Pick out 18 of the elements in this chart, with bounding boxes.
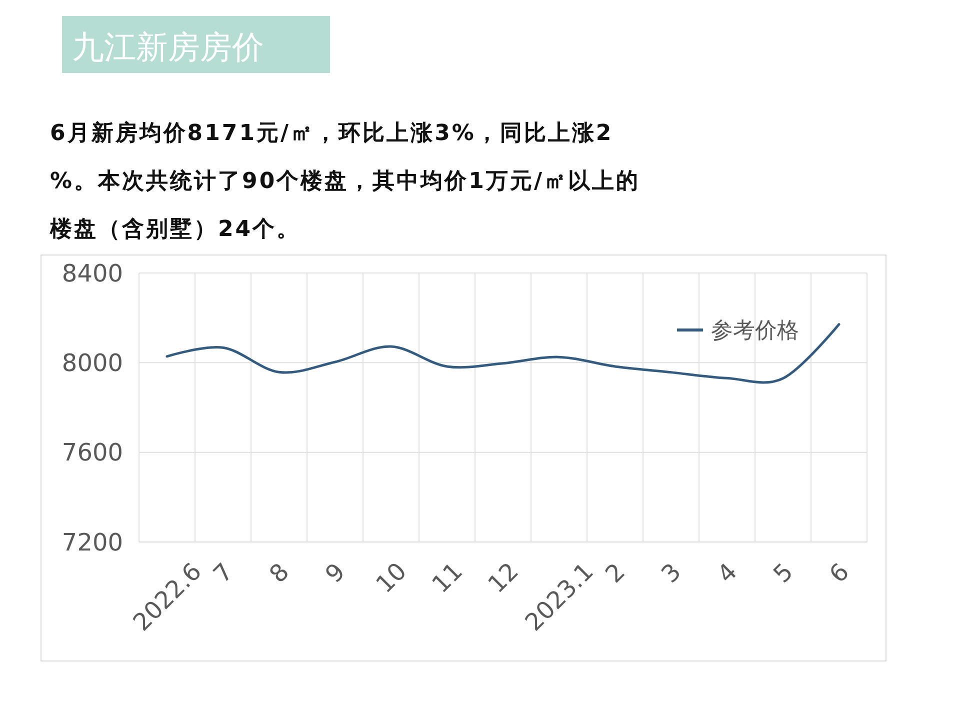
x-tick-label: 7 bbox=[208, 558, 239, 588]
x-tick-label: 8 bbox=[264, 558, 295, 588]
x-tick-label: 5 bbox=[768, 558, 799, 588]
legend-label: 参考价格 bbox=[711, 318, 799, 344]
y-tick-label: 7600 bbox=[62, 438, 123, 467]
x-tick-label: 6 bbox=[824, 558, 855, 588]
x-tick-label: 11 bbox=[426, 557, 468, 599]
y-tick-label: 7200 bbox=[62, 528, 123, 556]
x-tick-label: 4 bbox=[712, 558, 743, 588]
y-tick-label: 8400 bbox=[62, 259, 123, 288]
x-tick-label: 10 bbox=[370, 557, 412, 599]
chart-subtitle: 6月新房均价8171元/㎡，环比上涨3%，同比上涨2%。本次共统计了90个楼盘，其中均价1万元/㎡以上的楼盘（含别墅）24个。 bbox=[49, 120, 640, 242]
chart-title: 九江新房房价 bbox=[72, 28, 264, 66]
x-tick-label: 3 bbox=[656, 558, 687, 588]
x-tick-label: 9 bbox=[320, 558, 351, 588]
x-tick-label: 2 bbox=[600, 558, 631, 588]
x-tick-label: 12 bbox=[482, 557, 524, 599]
y-tick-label: 8000 bbox=[62, 349, 123, 378]
